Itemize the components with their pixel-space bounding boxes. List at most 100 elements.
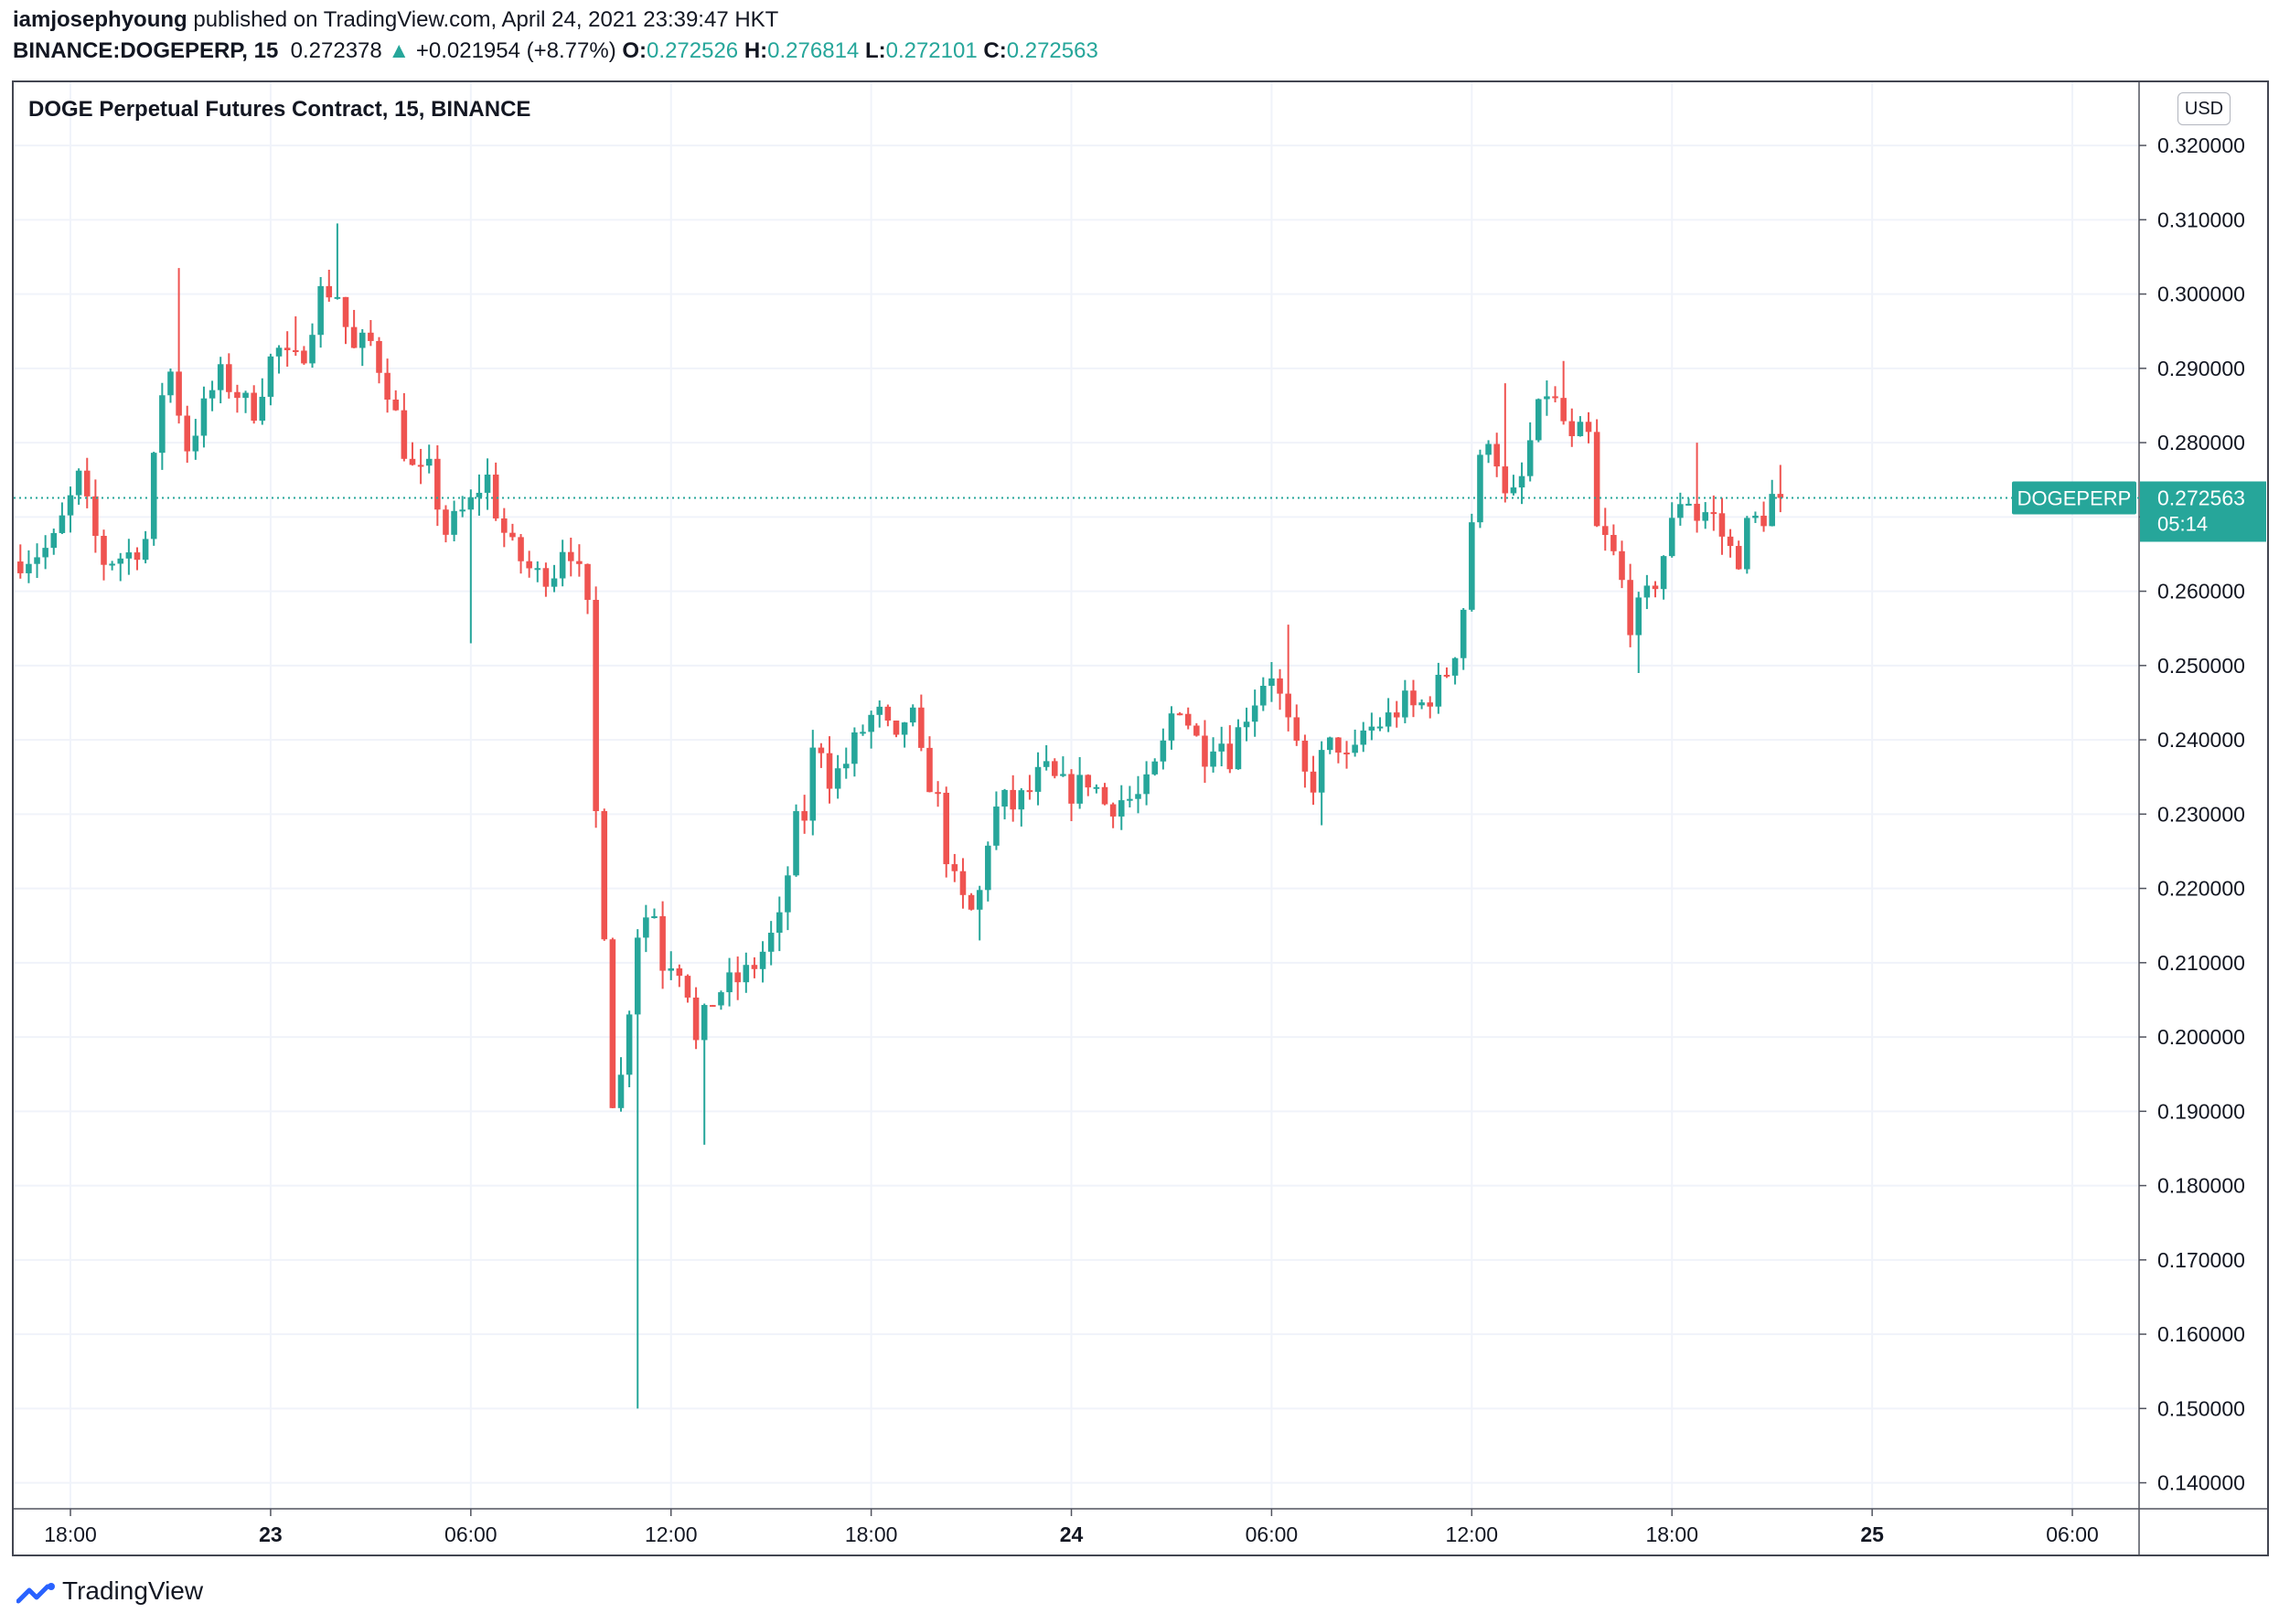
candles-layer [17,223,1784,1409]
candle-body [993,807,1000,846]
candle-body [1777,494,1784,498]
candle-body [985,845,991,891]
candle-body [17,561,24,573]
candle-body [659,915,666,971]
candle-body [676,968,683,977]
up-arrow-icon: ▲ [388,38,411,63]
candle-body [584,563,591,601]
price-change: +0.021954 (+8.77%) [415,38,616,63]
candle-body [759,951,766,969]
candle-body [242,392,249,399]
candle-body [1060,774,1066,776]
high-value: 0.276814 [767,38,860,63]
candle-body [893,720,900,735]
candle-body [1218,743,1225,752]
candle-body [217,364,224,390]
y-tick-label: 0.190000 [2157,1099,2245,1123]
candle-body [1326,737,1333,751]
candle-body [1193,725,1200,736]
candle-body [1251,705,1258,722]
candle-body [526,561,532,569]
candle-body [342,296,349,327]
candle-body [1076,775,1083,804]
candle-body [643,917,649,938]
candle-body [350,326,358,348]
candle-body [551,578,558,587]
candle-body [1526,440,1534,476]
candle-body [259,396,266,422]
candle-body [951,864,958,871]
candle-body [809,747,817,821]
candle-body [1469,522,1475,610]
y-tick-label: 0.280000 [2157,431,2245,454]
candle-body [492,475,499,518]
x-tick-label: 23 [259,1522,283,1546]
y-tick-label: 0.170000 [2157,1248,2245,1272]
tradingview-logo[interactable]: TradingView [16,1576,203,1606]
candle-body [417,465,424,467]
candle-body [434,458,441,510]
candle-body [267,356,274,397]
candle-body [1202,735,1208,767]
candle-body [1418,702,1425,706]
x-tick-label: 18:00 [44,1522,97,1546]
candle-body [1410,690,1417,706]
y-tick-label: 0.260000 [2157,580,2245,604]
candle-body [926,747,933,793]
currency-button[interactable]: USD [2177,92,2231,125]
published-text: published on TradingView.com, April 24, … [193,7,779,32]
candle-body [743,965,750,983]
candle-body [1735,546,1742,570]
candle-body [1752,515,1759,518]
candle-body [1544,396,1550,400]
candle-body [1643,585,1651,598]
candle-body [184,415,190,452]
candle-body [1268,678,1275,686]
candle-body [125,552,133,559]
candle-body [626,1014,633,1075]
candle-body [75,470,82,496]
candle-body [609,939,616,1108]
candle-body [358,332,366,348]
candle-body [150,453,157,540]
candle-body [1052,761,1058,776]
candle-body [467,497,475,510]
candle-body [767,933,775,952]
candle-body [200,398,208,436]
candle-body [117,558,124,564]
author-name[interactable]: iamjosephyoung [13,7,187,32]
candle-body [275,347,283,357]
symbol-interval: BINANCE:DOGEPERP, 15 [13,38,279,63]
candle-body [1360,730,1367,745]
candle-body [1285,693,1291,718]
x-tick-label: 18:00 [845,1522,898,1546]
candle-body [501,518,508,533]
candle-body [884,706,892,721]
symbol-tag-bg [2012,481,2136,515]
candle-body [1352,744,1358,753]
candle-body [1318,750,1325,793]
candle-body [1293,717,1300,742]
candle-body [1477,454,1483,523]
candle-body [134,552,141,561]
candle-body [301,350,307,364]
y-tick-label: 0.180000 [2157,1174,2245,1198]
candle-body [1335,737,1342,753]
price-tag-countdown: 05:14 [2157,512,2208,535]
y-tick-label: 0.200000 [2157,1025,2245,1049]
candle-body [192,435,199,452]
candle-body [1427,702,1434,707]
candle-body [451,510,457,535]
candle-body [34,557,40,564]
candle-body [1243,721,1250,728]
candle-body [142,539,149,561]
candle-body [1652,585,1659,590]
x-tick-label: 06:00 [2046,1522,2099,1546]
candle-body [326,285,333,298]
candle-body [901,722,908,735]
low-value: 0.272101 [885,38,978,63]
y-tick-label: 0.230000 [2157,802,2245,826]
candle-body [1226,743,1234,770]
candle-body [1485,443,1492,455]
